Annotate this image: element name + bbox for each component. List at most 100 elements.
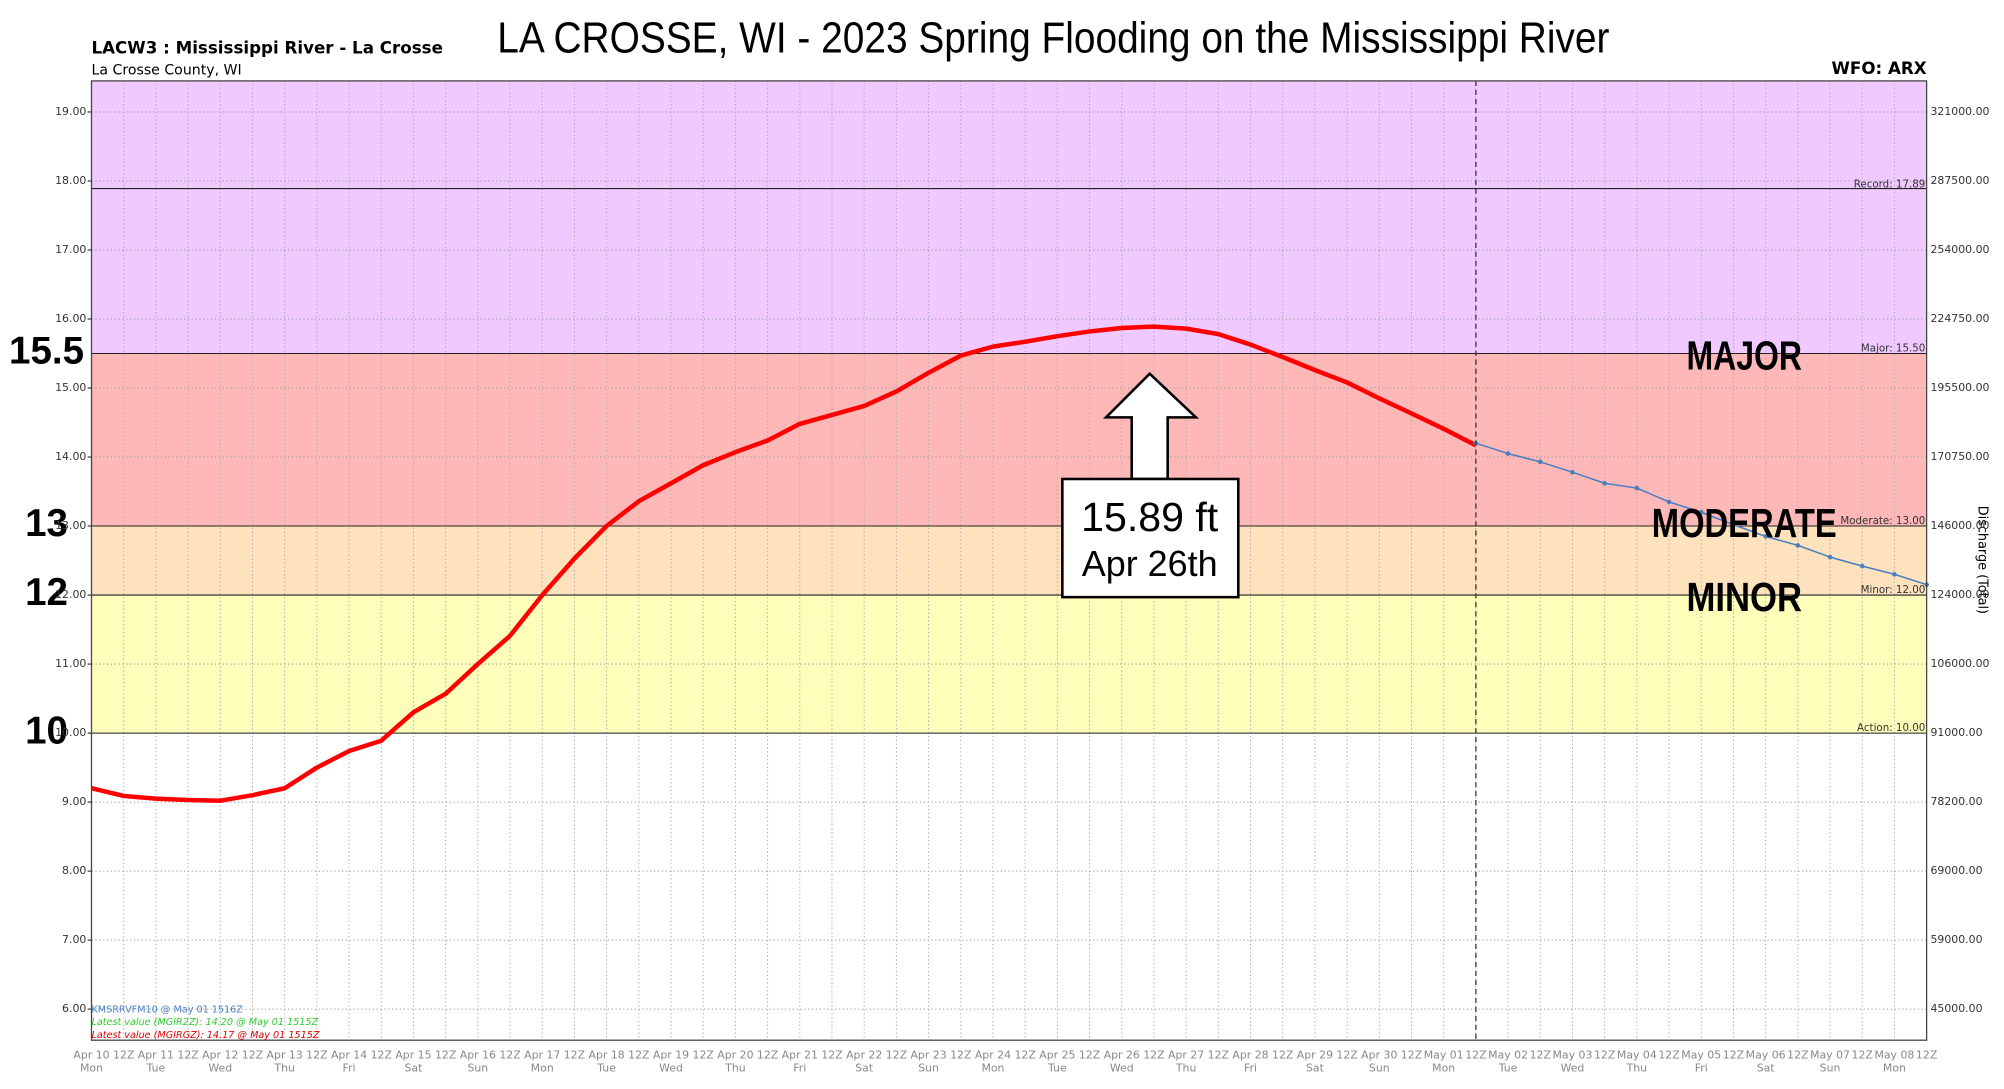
annotation: 15.89 ft Apr 26th (1061, 371, 1240, 599)
x-weekday-label: Fri (1695, 1061, 1708, 1074)
x-half-label: 12Z (1594, 1049, 1615, 1062)
x-half-label: 12Z (1916, 1049, 1937, 1062)
legend-entry: Latest value (MGIR2Z): 14.20 @ May 01 15… (92, 1017, 319, 1028)
x-half-label: 12Z (371, 1049, 392, 1062)
threshold-label: Major: 15.50 (1861, 342, 1925, 354)
x-tick-label: Apr 25 (1039, 1049, 1075, 1062)
threshold-label: Action: 10.00 (1857, 722, 1925, 734)
plot-frame (90, 80, 1928, 1041)
x-weekday-label: Sun (467, 1061, 488, 1074)
forecast-point (1602, 480, 1607, 486)
stage-label: 13 (25, 502, 68, 545)
x-half-label: 12Z (1401, 1049, 1422, 1062)
x-weekday-label: Tue (1047, 1061, 1067, 1074)
y-tick-label: 13.00 (55, 519, 86, 532)
x-tick-label: Apr 27 (1168, 1049, 1204, 1062)
y2-tick-label: 45000.00 (1930, 1002, 1982, 1015)
x-weekday-label: Tue (1498, 1061, 1518, 1074)
forecast-point (1505, 451, 1511, 456)
x-tick-label: Apr 22 (846, 1049, 882, 1062)
x-half-label: 12Z (435, 1049, 456, 1062)
x-half-label: 12Z (1272, 1049, 1293, 1062)
forecast-point (1827, 554, 1833, 560)
x-weekday-label: Wed (1561, 1061, 1585, 1074)
forecast-point (1570, 469, 1575, 475)
x-half-label: 12Z (821, 1049, 842, 1062)
x-tick-label: Apr 18 (589, 1049, 625, 1062)
x-weekday-label: Fri (343, 1061, 356, 1074)
x-half-label: 12Z (1336, 1049, 1357, 1062)
x-half-label: 12Z (1465, 1049, 1486, 1062)
x-weekday-label: Thu (724, 1061, 746, 1074)
y-tick-label: 14.00 (55, 450, 86, 463)
x-half-label: 12Z (1079, 1049, 1100, 1062)
x-weekday-label: Sat (855, 1061, 874, 1074)
x-half-label: 12Z (1530, 1049, 1551, 1062)
x-weekday-label: Sun (1820, 1061, 1841, 1074)
y2-tick-label: 195500.00 (1930, 381, 1989, 394)
x-tick-label: May 07 (1810, 1049, 1850, 1062)
flood-band (91, 353, 1927, 527)
flood-bands (91, 80, 1927, 734)
x-half-label: 12Z (306, 1049, 327, 1062)
category-label: MINOR (1686, 574, 1802, 620)
x-tick-label: Apr 12 (202, 1049, 238, 1062)
stage-label: 10 (25, 709, 68, 752)
x-half-label: 12Z (1852, 1049, 1873, 1062)
y2-tick-label: 146000.00 (1930, 519, 1989, 532)
x-half-label: 12Z (177, 1049, 198, 1062)
y-tick-label: 8.00 (62, 864, 86, 877)
y2-tick-label: 69000.00 (1930, 864, 1982, 877)
county: La Crosse County, WI (92, 63, 242, 79)
y-tick-label: 19.00 (55, 105, 86, 118)
forecast-point (1537, 459, 1543, 465)
x-half-label: 12Z (564, 1049, 585, 1062)
record-label: Record: 17.89 (1854, 179, 1926, 191)
forecast-point (1859, 563, 1865, 569)
x-half-label: 12Z (628, 1049, 649, 1062)
x-tick-label: Apr 14 (331, 1049, 367, 1062)
y2-axis-title: Discharge (Total) (1974, 506, 1989, 614)
y2-tick-label: 106000.00 (1930, 657, 1989, 670)
x-half-label: 12Z (1787, 1049, 1808, 1062)
forecast-point (1795, 543, 1801, 548)
x-tick-label: Apr 15 (395, 1049, 431, 1062)
x-tick-label: Apr 19 (653, 1049, 689, 1062)
x-tick-label: Apr 30 (1361, 1049, 1397, 1062)
annotation-box (1061, 477, 1240, 599)
y-tick-label: 10.00 (55, 726, 86, 739)
y2-tick-label: 59000.00 (1930, 933, 1982, 946)
x-tick-label: May 05 (1681, 1049, 1721, 1062)
x-weekday-label: Thu (1626, 1061, 1648, 1074)
x-weekday-label: Mon (80, 1061, 103, 1074)
x-weekday-label: Sat (1306, 1061, 1325, 1074)
y2-tick-label: 224750.00 (1930, 312, 1989, 325)
x-tick-label: May 01 (1424, 1049, 1464, 1062)
x-half-label: 12Z (886, 1049, 907, 1062)
annotation-subtext: Apr 26th (1082, 543, 1218, 584)
forecast-point (1634, 485, 1640, 491)
annotation-text: 15.89 ft (1081, 494, 1219, 540)
x-tick-label: Apr 13 (267, 1049, 303, 1062)
stage-label: 12 (25, 571, 68, 614)
x-tick-label: Apr 11 (138, 1049, 174, 1062)
y2-tick-label: 170750.00 (1930, 450, 1989, 463)
x-weekday-label: Mon (531, 1061, 554, 1074)
x-half-label: 12Z (693, 1049, 714, 1062)
x-weekday-label: Mon (981, 1061, 1004, 1074)
x-half-label: 12Z (242, 1049, 263, 1062)
x-weekday-label: Fri (793, 1061, 806, 1074)
x-half-label: 12Z (1658, 1049, 1679, 1062)
x-tick-label: Apr 16 (460, 1049, 496, 1062)
x-tick-label: Apr 10 (73, 1049, 109, 1062)
forecast-point (1698, 509, 1704, 515)
x-tick-label: May 04 (1617, 1049, 1657, 1062)
x-tick-label: May 06 (1746, 1049, 1786, 1062)
y-tick-label: 9.00 (62, 795, 86, 808)
x-half-label: 12Z (1014, 1049, 1035, 1062)
threshold-label: Moderate: 13.00 (1840, 515, 1925, 527)
x-tick-label: May 08 (1874, 1049, 1914, 1062)
x-tick-label: Apr 24 (975, 1049, 1011, 1062)
